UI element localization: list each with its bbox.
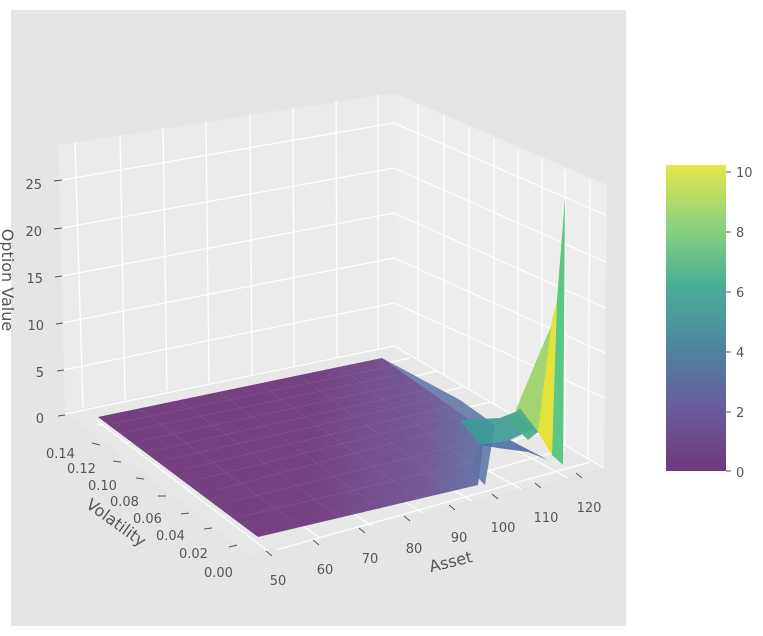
z-tick-label: 15 <box>26 272 43 287</box>
surface-spike-green <box>552 198 565 465</box>
colorbar-tick-label: 2 <box>736 406 744 421</box>
surface-spike-yellow <box>538 300 557 455</box>
volatility-tick-label: 0.12 <box>67 462 96 477</box>
surface-flat-region <box>98 358 485 537</box>
colorbar-gradient <box>666 165 726 471</box>
volatility-tick-label: 0.04 <box>156 529 185 544</box>
surface-ridge-blue <box>480 440 548 460</box>
z-tick-label: 5 <box>36 366 44 381</box>
asset-tick-label: 120 <box>577 501 602 516</box>
asset-tick-label: 50 <box>270 574 287 589</box>
z-tick-label: 10 <box>27 319 44 334</box>
asset-tick-label: 70 <box>362 552 379 567</box>
volatility-tick-label: 0.06 <box>133 512 162 527</box>
volatility-tick-label: 0.02 <box>179 547 208 562</box>
asset-tick-label: 110 <box>534 511 559 526</box>
back-pane-left <box>58 93 394 412</box>
colorbar: 10 8 6 4 2 0 <box>666 165 753 481</box>
volatility-tick-label: 0.10 <box>88 479 117 494</box>
colorbar-tick-label: 0 <box>736 466 744 481</box>
volatility-tick-label: 0.14 <box>46 447 75 462</box>
asset-tick-label: 80 <box>406 542 423 557</box>
volatility-tick-label: 0.08 <box>110 495 139 510</box>
z-axis-label: Option Value <box>0 229 17 331</box>
colorbar-tick-label: 8 <box>736 226 744 241</box>
colorbar-tick-label: 4 <box>736 346 744 361</box>
asset-tick-label: 90 <box>451 531 468 546</box>
colorbar-tick-label: 6 <box>736 286 744 301</box>
z-tick-label: 0 <box>36 412 44 427</box>
surface-rise-region <box>382 358 495 485</box>
volatility-tick-label: 0.00 <box>204 566 233 581</box>
z-tick-label: 25 <box>25 178 42 193</box>
z-tick-label: 20 <box>25 225 42 240</box>
surface-wireframe <box>111 365 483 528</box>
surface-spike-teal-mid <box>508 408 538 440</box>
colorbar-tick-label: 10 <box>736 166 753 181</box>
z-axis: 25 20 15 10 5 0 Option Value <box>0 178 66 427</box>
asset-tick-label: 100 <box>491 521 516 536</box>
asset-tick-label: 60 <box>317 563 334 578</box>
